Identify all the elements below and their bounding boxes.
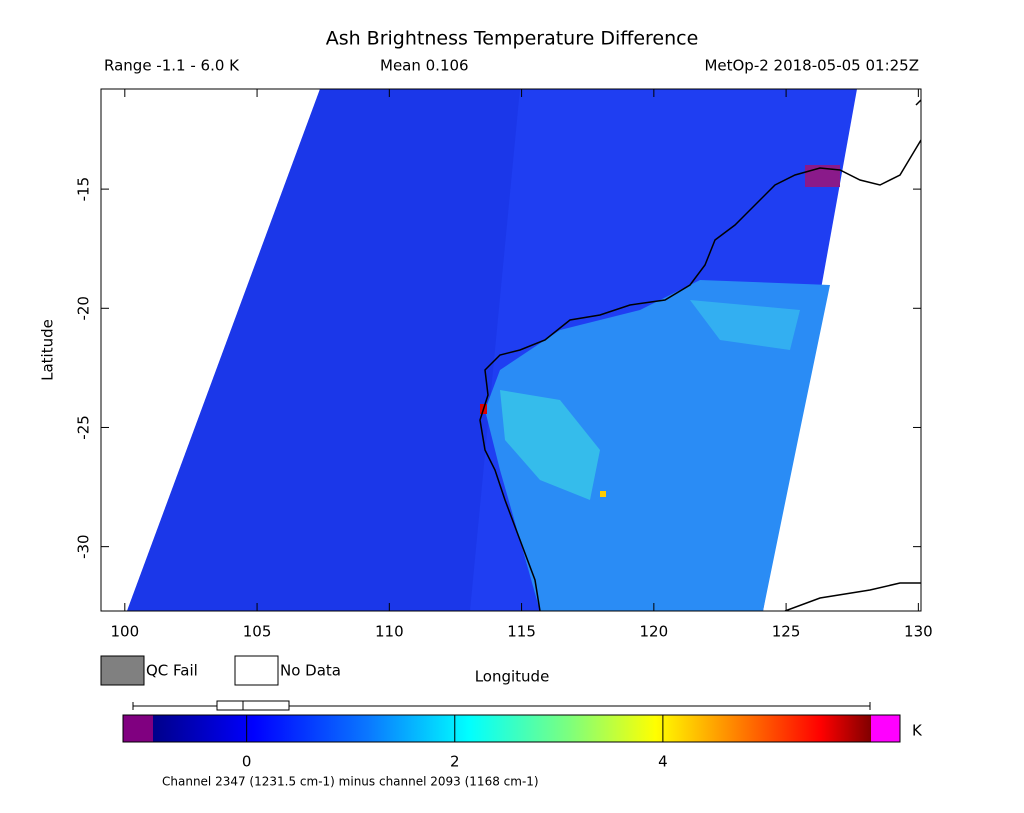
mean-text: Mean 0.106 (380, 57, 469, 75)
x-tick-label: 105 (243, 623, 272, 641)
land-signal (485, 280, 830, 611)
over-range (871, 715, 900, 742)
x-axis-label: Longitude (475, 668, 550, 686)
legend-swatch (234, 655, 279, 686)
box (216, 700, 290, 711)
source-text: MetOp-2 2018-05-05 01:25Z (704, 57, 919, 75)
y-tick-label: -25 (75, 415, 93, 440)
y-tick-label: -30 (75, 534, 93, 559)
colorbar-tick-label: 2 (450, 753, 460, 771)
color-scale (153, 715, 871, 742)
colorbar-tick-label: 0 (242, 753, 252, 771)
range-text: Range -1.1 - 6.0 K (104, 57, 240, 75)
legend-label: QC Fail (146, 662, 198, 680)
axes: 100 105 110 115 120 125 130 -30 -25 -20 -15 (75, 89, 933, 641)
legend: QC Fail No Data (100, 655, 341, 686)
distribution-box (132, 700, 871, 711)
swath-shade (127, 89, 520, 611)
land-signal-high (690, 300, 800, 350)
colorbar-frame (122, 714, 901, 743)
x-tick-label: 115 (507, 623, 536, 641)
legend-swatch (100, 655, 145, 686)
colorbar-tick-label: 4 (658, 753, 668, 771)
map-image (127, 89, 921, 611)
plot-frame (100, 88, 922, 612)
high-pixel (600, 491, 606, 497)
colorbar: 0 2 4 (122, 714, 901, 771)
x-tick-label: 100 (110, 623, 139, 641)
legend-label: No Data (280, 662, 341, 680)
land-signal-high (500, 390, 600, 500)
x-tick-label: 110 (375, 623, 404, 641)
x-tick-label: 120 (640, 623, 669, 641)
colorbar-caption: Channel 2347 (1231.5 cm-1) minus channel… (162, 775, 539, 789)
y-tick-label: -20 (75, 296, 93, 321)
y-axis-label: Latitude (39, 319, 57, 381)
x-tick-label: 130 (904, 623, 933, 641)
under-range (123, 715, 153, 742)
title: Ash Brightness Temperature Difference (326, 28, 699, 50)
colorbar-unit: K (912, 722, 923, 740)
coastline (479, 99, 921, 611)
y-tick-label: -15 (75, 177, 93, 202)
x-tick-label: 125 (772, 623, 801, 641)
